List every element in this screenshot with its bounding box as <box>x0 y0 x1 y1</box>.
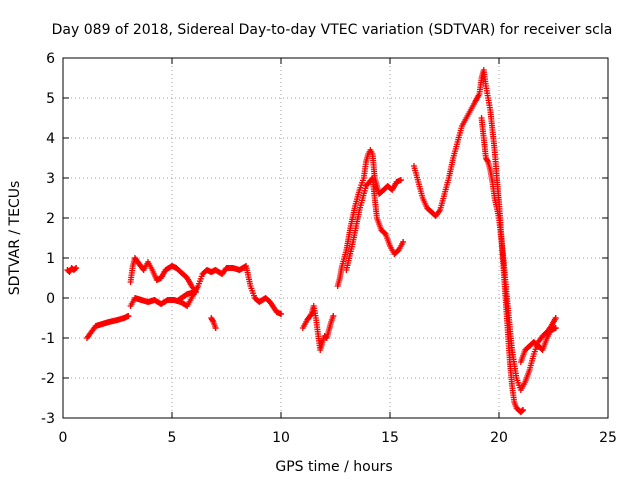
data-point <box>212 325 219 331</box>
x-tick-label: 0 <box>59 430 68 446</box>
series-seg9 <box>410 67 526 415</box>
x-tick-label: 5 <box>168 430 177 446</box>
y-tick-label: -2 <box>41 371 55 387</box>
data-point <box>519 407 526 414</box>
data-point <box>71 266 78 272</box>
y-tick-label: 2 <box>46 211 55 227</box>
x-tick-label: 10 <box>272 430 290 446</box>
data-point <box>330 313 337 319</box>
y-tick-label: 1 <box>46 251 55 267</box>
y-tick-label: -1 <box>41 331 55 347</box>
data-point <box>73 265 80 271</box>
series-seg8 <box>343 175 407 273</box>
series-seg2 <box>83 313 132 341</box>
y-tick-label: 4 <box>46 131 55 147</box>
data-point <box>397 177 404 183</box>
data-point <box>175 297 182 303</box>
data-point <box>400 239 407 245</box>
series-seg6 <box>299 303 337 353</box>
y-axis-label: SDTVAR / TECUs <box>7 181 23 296</box>
y-tick-label: -3 <box>41 411 55 427</box>
tick-labels: 0 5 10 15 20 25 -3 -2 -1 0 1 2 3 4 5 6 <box>41 51 617 446</box>
data-point <box>552 325 559 331</box>
x-tick-label: 15 <box>381 430 399 446</box>
y-tick-label: 6 <box>46 51 55 67</box>
plot-frame <box>62 57 609 419</box>
series-seg11 <box>517 325 559 365</box>
y-tick-label: 5 <box>46 91 55 107</box>
grid-lines <box>62 57 609 419</box>
x-tick-label: 25 <box>599 430 617 446</box>
data-point <box>484 157 491 164</box>
data-point <box>368 176 375 183</box>
data-point <box>519 407 526 413</box>
data-point <box>209 317 216 324</box>
data-point <box>176 296 183 303</box>
x-axis-label: GPS time / hours <box>275 459 392 475</box>
y-tick-label: 0 <box>46 291 55 307</box>
x-tick-label: 20 <box>490 430 508 446</box>
data-point <box>125 313 132 319</box>
series-seg3 <box>127 263 284 317</box>
series-seg7 <box>334 147 404 289</box>
series-seg4 <box>127 255 199 303</box>
series-seg1 <box>64 265 80 275</box>
y-tick-label: 3 <box>46 171 55 187</box>
data-points <box>64 67 559 415</box>
series-seg5 <box>208 315 219 331</box>
data-point <box>278 311 284 317</box>
data-point <box>552 315 559 321</box>
series-seg10 <box>478 115 559 393</box>
chart-title: Day 089 of 2018, Sidereal Day-to-day VTE… <box>52 22 613 38</box>
